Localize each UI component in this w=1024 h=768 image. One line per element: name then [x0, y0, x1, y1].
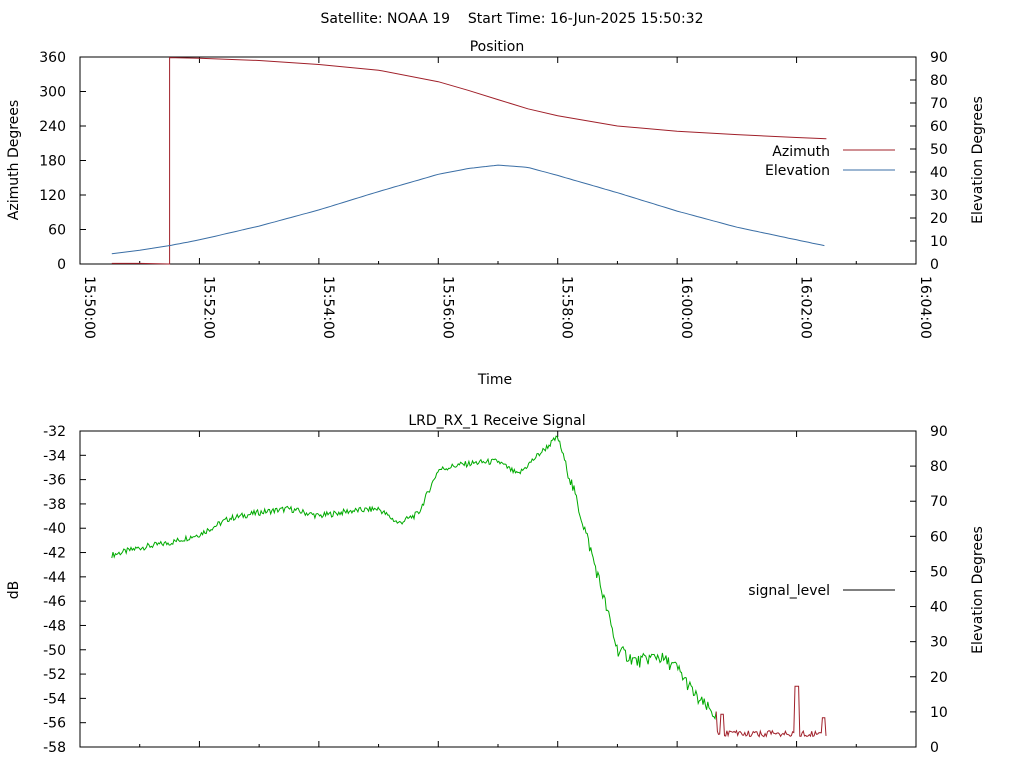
x-tick-label: 15:56:00: [439, 276, 455, 339]
position-elevation-axis-label: Elevation Degrees: [970, 96, 986, 224]
legend-azimuth-label: Azimuth: [772, 144, 830, 160]
db-tick-label: -50: [43, 643, 66, 659]
y-tick-label: 0: [57, 257, 66, 273]
signal-y2-tick-label: 60: [930, 529, 948, 545]
x-tick-label: 15:50:00: [81, 276, 97, 339]
signal-y2-tick-label: 10: [930, 705, 948, 721]
db-tick-label: -46: [43, 594, 66, 610]
x-tick-label: 16:04:00: [917, 276, 933, 339]
y2-tick-label: 50: [930, 142, 948, 158]
y2-tick-label: 80: [930, 73, 948, 89]
y-tick-label: 60: [48, 223, 66, 239]
y2-tick-label: 60: [930, 119, 948, 135]
time-axis-label: Time: [477, 372, 512, 388]
figure-title: Satellite: NOAA 19 Start Time: 16-Jun-20…: [321, 11, 704, 27]
db-axis-label: dB: [6, 581, 22, 600]
db-tick-label: -34: [43, 448, 66, 464]
signal-y2-tick-label: 0: [930, 740, 939, 756]
y2-tick-label: 20: [930, 211, 948, 227]
signal-chart-title: LRD_RX_1 Receive Signal: [408, 413, 585, 429]
x-tick-label: 15:54:00: [320, 276, 336, 339]
y2-tick-label: 30: [930, 188, 948, 204]
db-tick-label: -38: [43, 497, 66, 513]
y-tick-label: 240: [39, 119, 66, 135]
series-azimuth-line: [111, 57, 827, 265]
y-tick-label: 180: [39, 154, 66, 170]
azimuth-axis-label: Azimuth Degrees: [6, 100, 22, 220]
series-elevation-line: [111, 164, 825, 255]
signal-level-line-low: [715, 685, 827, 738]
y-tick-label: 120: [39, 188, 66, 204]
y2-tick-label: 40: [930, 165, 948, 181]
legend-signal-level-label: signal_level: [748, 583, 830, 599]
db-tick-label: -58: [43, 740, 66, 756]
signal-y2-tick-label: 40: [930, 600, 948, 616]
signal-elevation-axis-label: Elevation Degrees: [970, 526, 986, 654]
y-tick-label: 300: [39, 85, 66, 101]
position-plot-marks: 15:50:00 15:52:00 15:54:00 15:56:00 15:58:00…: [39, 50, 948, 339]
signal-y2-tick-label: 70: [930, 494, 948, 510]
signal-level-line-high: [111, 435, 717, 721]
signal-y2-tick-label: 80: [930, 459, 948, 475]
db-tick-label: -42: [43, 546, 66, 562]
db-tick-label: -32: [43, 424, 66, 440]
signal-plot-marks: -32 -34 -36 -38 -40 -42 -44 -46 -48 -50 -52 -54 -56 -…: [43, 424, 948, 756]
x-tick-label: 16:02:00: [798, 276, 814, 339]
signal-y2-tick-label: 90: [930, 424, 948, 440]
x-tick-label: 15:58:00: [559, 276, 575, 339]
signal-y2-tick-label: 20: [930, 670, 948, 686]
signal-y2-tick-label: 30: [930, 635, 948, 651]
y-tick-label: 360: [39, 50, 66, 66]
x-tick-label: 15:52:00: [200, 276, 216, 339]
position-plot-frame: [79, 56, 917, 265]
x-tick-label: 16:00:00: [678, 276, 694, 339]
db-tick-label: -56: [43, 716, 66, 732]
db-tick-label: -54: [43, 691, 66, 707]
db-tick-label: -36: [43, 473, 66, 489]
db-tick-label: -52: [43, 667, 66, 683]
y2-tick-label: 90: [930, 50, 948, 66]
y2-tick-label: 10: [930, 234, 948, 250]
legend-elevation-label: Elevation: [765, 163, 830, 179]
db-tick-label: -44: [43, 570, 66, 586]
y2-tick-label: 0: [930, 257, 939, 273]
y2-tick-label: 70: [930, 96, 948, 112]
db-tick-label: -40: [43, 521, 66, 537]
position-chart-title: Position: [470, 39, 525, 55]
db-tick-label: -48: [43, 618, 66, 634]
signal-y2-tick-label: 50: [930, 564, 948, 580]
